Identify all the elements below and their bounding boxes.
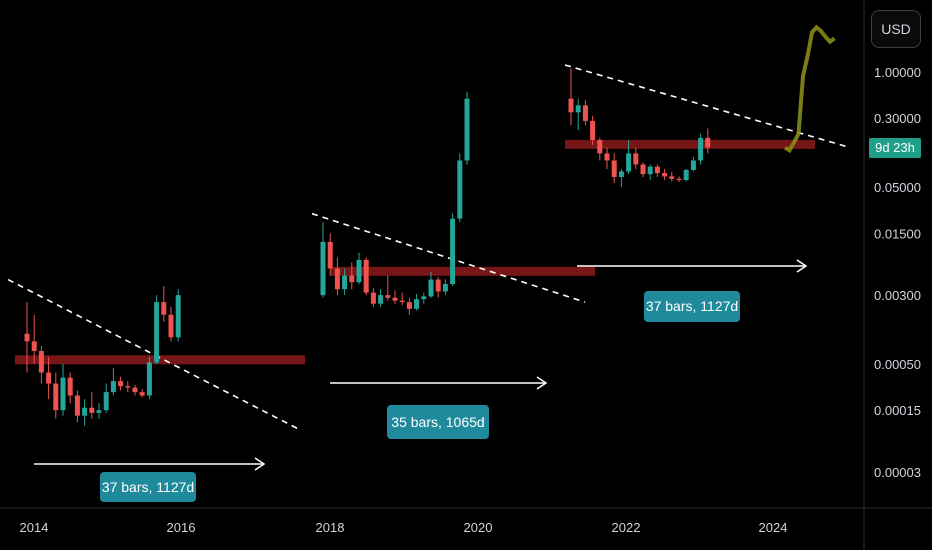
candle-body (334, 268, 340, 290)
candle-body (604, 153, 610, 161)
candle-body (154, 302, 160, 363)
trendline (311, 212, 586, 303)
candle-body (654, 166, 660, 174)
candle-body (633, 153, 639, 165)
y-tick-label: 0.05000 (874, 180, 921, 195)
candle-body (406, 302, 412, 309)
support-zones (15, 139, 815, 365)
candle-body (568, 98, 574, 113)
candle-body (38, 351, 44, 373)
candle-body (320, 241, 326, 296)
candle-body (125, 386, 131, 388)
candle-body (582, 105, 588, 121)
y-tick-label: 0.00015 (874, 403, 921, 418)
candle-body (399, 300, 405, 303)
candle-body (385, 295, 391, 298)
candle-body (421, 296, 427, 300)
candle-body (161, 302, 167, 315)
candle-body (118, 381, 124, 387)
candle-body (618, 171, 624, 177)
trendline (7, 278, 301, 431)
candle-body (647, 166, 653, 175)
measure-arrow-head (796, 259, 808, 273)
candle-body (327, 241, 333, 269)
candle-body (139, 392, 145, 396)
y-tick-label: 0.01500 (874, 226, 921, 241)
currency-selector[interactable]: USD (871, 10, 921, 48)
candle-body (575, 105, 581, 113)
candle-body (669, 176, 675, 179)
candle-body (53, 383, 59, 411)
candle-body (626, 153, 632, 172)
trendline (564, 64, 851, 149)
candle-body (110, 381, 116, 393)
candle-body (60, 377, 66, 411)
candle-body (349, 275, 355, 283)
candle-body (89, 407, 95, 413)
y-tick-label: 0.00050 (874, 357, 921, 372)
y-tick-label: 0.30000 (874, 111, 921, 126)
bar-countdown-badge: 9d 23h (869, 138, 921, 158)
projection-path (783, 24, 836, 154)
measure-label-2: 35 bars, 1065d (387, 405, 489, 439)
x-tick-label: 2024 (759, 520, 788, 535)
candle-body (450, 218, 456, 285)
candle-body (457, 160, 463, 219)
candle-body (146, 362, 152, 396)
candle-body (705, 137, 711, 148)
candle-body (442, 284, 448, 292)
y-tick-label: 0.00003 (874, 465, 921, 480)
candle-body (132, 387, 138, 393)
candle-body (676, 178, 682, 181)
candle-body (46, 372, 52, 384)
candles (24, 68, 711, 426)
candle-body (378, 295, 384, 304)
candle-body (74, 395, 80, 416)
candle-body (67, 377, 73, 396)
x-tick-label: 2018 (316, 520, 345, 535)
x-tick-label: 2020 (464, 520, 493, 535)
candle-body (363, 259, 369, 293)
support-zone (15, 355, 305, 365)
y-tick-label: 0.00300 (874, 288, 921, 303)
measurement-arrows (34, 259, 808, 471)
candle-body (103, 392, 109, 411)
measure-label-1: 37 bars, 1127d (100, 472, 196, 502)
candle-body (96, 410, 102, 413)
x-tick-label: 2014 (20, 520, 49, 535)
candle-body (597, 140, 603, 154)
candle-body (611, 160, 617, 177)
x-tick-label: 2022 (612, 520, 641, 535)
y-tick-label: 1.00000 (874, 65, 921, 80)
candle-body (690, 160, 696, 170)
candle-body (175, 295, 181, 338)
candle-body (683, 169, 689, 181)
candle-body (356, 259, 362, 283)
candle-body (31, 341, 37, 352)
candle-body (392, 297, 398, 301)
candle-body (698, 137, 704, 161)
measure-arrow-head (536, 376, 548, 390)
candle-body (82, 407, 88, 416)
candle-body (370, 292, 376, 304)
candle-body (662, 173, 668, 177)
trendlines (7, 64, 851, 431)
x-tick-label: 2016 (167, 520, 196, 535)
candle-body (24, 333, 30, 342)
measure-label-3: 37 bars, 1127d (644, 291, 740, 322)
support-zone (330, 266, 595, 276)
candle-body (168, 314, 174, 338)
candle-body (435, 279, 441, 292)
candle-body (342, 275, 348, 290)
candle-body (414, 299, 420, 309)
projection-line (783, 24, 836, 154)
candle-body (590, 120, 596, 141)
support-zone (565, 139, 815, 149)
candle-body (640, 164, 646, 175)
candle-body (464, 98, 470, 161)
candle-body (428, 279, 434, 297)
measure-arrow-head (254, 457, 266, 471)
